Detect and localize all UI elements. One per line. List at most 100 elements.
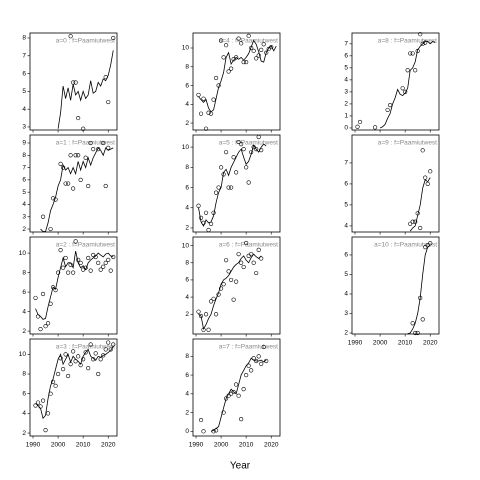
panel-title: a=4 : f=Paamiutwest [219, 38, 278, 45]
data-point [50, 196, 56, 201]
data-point [413, 330, 418, 336]
data-point [234, 279, 239, 284]
data-point [226, 185, 231, 190]
data-point [423, 175, 428, 180]
y-tick-label: 9 [22, 140, 26, 147]
data-point [218, 286, 224, 291]
data-point [71, 186, 76, 191]
panel-frame [351, 236, 440, 335]
y-tick-label: 3 [344, 310, 348, 317]
x-tick-label: 2010 [398, 340, 413, 347]
data-point [251, 260, 256, 265]
data-point [86, 183, 91, 189]
x-tick-label: 2020 [264, 442, 279, 449]
data-point [50, 285, 56, 290]
data-point [208, 221, 214, 227]
data-point [244, 240, 249, 246]
y-tick-label: 3 [22, 213, 26, 220]
data-point [239, 417, 244, 422]
data-point [413, 68, 418, 73]
data-point [236, 36, 241, 41]
y-tick-label: 4 [185, 204, 189, 211]
data-point [388, 103, 393, 108]
data-point [33, 295, 38, 301]
data-point [420, 41, 425, 46]
y-tick-label: 7 [22, 164, 26, 171]
data-point [40, 398, 46, 403]
x-tick-label: 2000 [373, 340, 388, 347]
data-point [196, 309, 201, 314]
panel-frame [192, 236, 281, 335]
data-point [106, 145, 111, 151]
data-point [251, 145, 256, 150]
y-tick-label: 7 [22, 53, 26, 60]
y-tick-label: 6 [344, 181, 348, 188]
panel-title: a=5 : f=Paamiutwest [219, 140, 278, 147]
y-tick-label: 8 [185, 164, 189, 171]
data-point [201, 96, 206, 101]
data-point [211, 97, 216, 102]
data-point [48, 226, 53, 232]
x-tick-label: 1990 [26, 442, 41, 449]
data-point [103, 347, 108, 352]
data-point [410, 321, 415, 326]
data-point [73, 359, 78, 364]
panel-title: a=6 : f=Paamiutwest [219, 242, 278, 249]
data-point [60, 265, 66, 270]
data-point [91, 357, 96, 362]
data-point [48, 391, 53, 396]
data-point [213, 190, 219, 195]
data-point [208, 111, 214, 116]
y-tick-label: 10 [182, 242, 190, 249]
data-point [71, 349, 76, 354]
data-point [234, 55, 239, 60]
y-tick-label: 4 [22, 410, 26, 417]
data-point [251, 356, 256, 361]
data-point [50, 379, 56, 384]
data-point [55, 371, 61, 377]
data-point [68, 153, 73, 158]
data-point [53, 383, 58, 388]
y-tick-label: 2 [344, 101, 348, 108]
data-point [229, 185, 234, 190]
data-point [239, 41, 244, 46]
x-tick-label: 1990 [348, 340, 363, 347]
data-point [76, 354, 81, 359]
data-point [249, 252, 254, 257]
data-point [83, 350, 88, 355]
data-point [106, 257, 111, 263]
data-point [246, 253, 251, 258]
data-point [415, 211, 420, 216]
data-point [216, 292, 221, 297]
data-point [211, 210, 216, 215]
y-tick-label: 4 [344, 223, 348, 230]
y-tick-label: 4 [22, 201, 26, 208]
data-point [63, 255, 68, 261]
data-point [196, 92, 201, 98]
data-point [254, 147, 259, 152]
data-point [60, 367, 66, 372]
data-point [83, 265, 88, 270]
data-point [66, 373, 71, 379]
y-tick-label: 8 [22, 269, 26, 276]
data-point [91, 252, 96, 258]
data-point [108, 268, 113, 273]
data-point [236, 393, 241, 398]
data-point [226, 269, 231, 274]
data-point [259, 47, 264, 52]
data-point [413, 219, 418, 224]
data-point [221, 172, 226, 177]
series-line [407, 244, 431, 334]
data-point [96, 147, 101, 152]
data-point [96, 260, 101, 265]
data-point [213, 75, 219, 81]
data-point [408, 51, 413, 56]
panel-frame [29, 338, 118, 437]
data-point [239, 141, 244, 147]
data-point [261, 42, 266, 47]
data-point [93, 351, 98, 356]
y-tick-label: 2 [185, 225, 189, 232]
data-point [415, 330, 420, 336]
data-point [71, 80, 76, 85]
data-point [246, 363, 251, 368]
